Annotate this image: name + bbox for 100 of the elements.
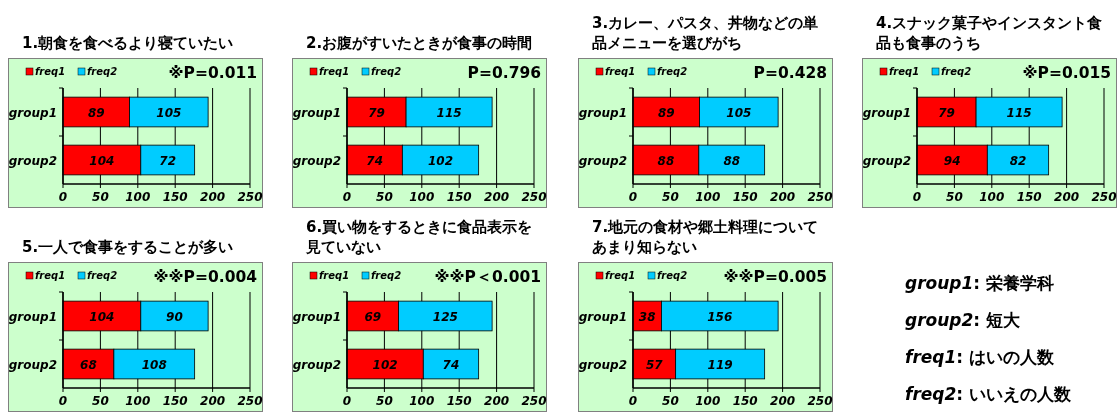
data-label: 119 <box>707 357 733 372</box>
y-tick-label: group1 <box>8 309 57 324</box>
y-tick-label: group2 <box>8 357 57 372</box>
chart-title: 2.お腹がすいたときが食事の時間 <box>306 33 534 53</box>
data-label: 105 <box>726 105 752 120</box>
y-tick-label: group2 <box>578 153 627 168</box>
data-label: 102 <box>427 153 454 168</box>
data-label: 88 <box>657 153 675 168</box>
data-label: 89 <box>657 105 675 120</box>
chart-title: 7.地元の食材や郷土料理についてあまり知らない <box>592 217 820 257</box>
data-label: 69 <box>364 309 382 324</box>
x-tick-label: 50 <box>376 190 393 204</box>
y-tick-label: group2 <box>292 357 341 372</box>
x-tick-label: 200 <box>200 190 226 204</box>
legend-label: freq1 <box>35 66 66 77</box>
x-tick-label: 100 <box>409 394 435 408</box>
y-tick-label: group1 <box>578 105 627 120</box>
x-tick-label: 250 <box>807 190 833 204</box>
data-label: 88 <box>723 153 741 168</box>
data-label: 105 <box>156 105 182 120</box>
data-label: 115 <box>1006 105 1032 120</box>
y-tick-label: group1 <box>578 309 627 324</box>
legend-label: freq2 <box>371 66 402 77</box>
y-tick-label: group2 <box>578 357 627 372</box>
data-label: 104 <box>89 309 115 324</box>
x-tick-label: 0 <box>342 190 352 204</box>
legend-label: freq2 <box>371 270 402 281</box>
data-label: 68 <box>80 357 97 372</box>
text: ※※P＜0.001 <box>434 268 541 286</box>
legend-label: freq2 <box>657 270 688 281</box>
data-label: 89 <box>87 105 105 120</box>
x-tick-label: 100 <box>695 394 721 408</box>
x-tick-label: 150 <box>732 190 758 204</box>
x-tick-label: 150 <box>162 190 188 204</box>
x-tick-label: 250 <box>1091 190 1117 204</box>
chart-title: 6.買い物をするときに食品表示を見ていない <box>306 217 534 257</box>
text: P=0.428 <box>753 64 827 82</box>
x-tick-label: 200 <box>770 394 796 408</box>
legend-label: freq2 <box>87 66 118 77</box>
x-tick-label: 250 <box>237 190 263 204</box>
legend-label: freq1 <box>319 66 350 77</box>
text: ※※P=0.004 <box>153 268 258 286</box>
text: ※※P=0.005 <box>723 268 827 286</box>
x-tick-label: 50 <box>376 394 393 408</box>
data-label: 57 <box>645 357 664 372</box>
x-tick-label: 150 <box>732 394 758 408</box>
y-tick-label: group1 <box>862 105 911 120</box>
x-tick-label: 250 <box>807 394 833 408</box>
x-tick-label: 100 <box>125 394 151 408</box>
data-label: 90 <box>166 309 183 324</box>
legend-label: freq1 <box>35 270 66 281</box>
x-tick-label: 50 <box>92 190 109 204</box>
data-label: 125 <box>432 309 458 324</box>
x-tick-label: 50 <box>662 190 679 204</box>
text: ※P=0.015 <box>1022 64 1111 82</box>
data-label: 108 <box>141 357 167 372</box>
x-tick-label: 200 <box>200 394 226 408</box>
x-tick-label: 150 <box>1016 190 1042 204</box>
legend-label: freq1 <box>889 66 920 77</box>
legend-label: freq2 <box>87 270 118 281</box>
data-label: 79 <box>368 105 385 120</box>
text: group2: 短大 <box>905 310 1021 330</box>
chart-title: 4.スナック菓子やインスタント食品も食事のうち <box>876 13 1104 53</box>
legend-label: freq2 <box>657 66 688 77</box>
x-tick-label: 50 <box>92 394 109 408</box>
x-tick-label: 0 <box>912 190 922 204</box>
x-tick-label: 0 <box>628 394 638 408</box>
y-tick-label: group2 <box>292 153 341 168</box>
x-tick-label: 100 <box>979 190 1005 204</box>
legend-label: freq1 <box>319 270 350 281</box>
data-label: 94 <box>943 153 961 168</box>
y-tick-label: group1 <box>292 105 341 120</box>
text: freq2: いいえの人数 <box>905 384 1072 404</box>
legend-label: freq1 <box>605 66 636 77</box>
x-tick-label: 50 <box>946 190 963 204</box>
x-tick-label: 100 <box>409 190 435 204</box>
x-tick-label: 150 <box>446 394 472 408</box>
x-tick-label: 200 <box>484 394 510 408</box>
data-label: 102 <box>372 357 398 372</box>
x-tick-label: 250 <box>521 190 547 204</box>
x-tick-label: 0 <box>628 190 638 204</box>
x-tick-label: 250 <box>521 394 547 408</box>
data-label: 104 <box>89 153 115 168</box>
data-label: 38 <box>638 309 656 324</box>
x-tick-label: 200 <box>484 190 510 204</box>
legend-label: freq2 <box>941 66 972 77</box>
x-tick-label: 50 <box>662 394 679 408</box>
text: ※P=0.011 <box>168 64 257 82</box>
x-tick-label: 0 <box>58 394 68 408</box>
y-tick-label: group2 <box>862 153 911 168</box>
x-tick-label: 100 <box>695 190 721 204</box>
x-tick-label: 100 <box>125 190 151 204</box>
chart-title: 1.朝食を食べるより寝ていたい <box>22 33 235 53</box>
data-label: 115 <box>436 105 462 120</box>
x-tick-label: 0 <box>58 190 68 204</box>
x-tick-label: 200 <box>770 190 796 204</box>
x-tick-label: 250 <box>237 394 263 408</box>
legend-label: freq1 <box>605 270 636 281</box>
data-label: 74 <box>366 153 384 168</box>
data-label: 156 <box>707 309 733 324</box>
